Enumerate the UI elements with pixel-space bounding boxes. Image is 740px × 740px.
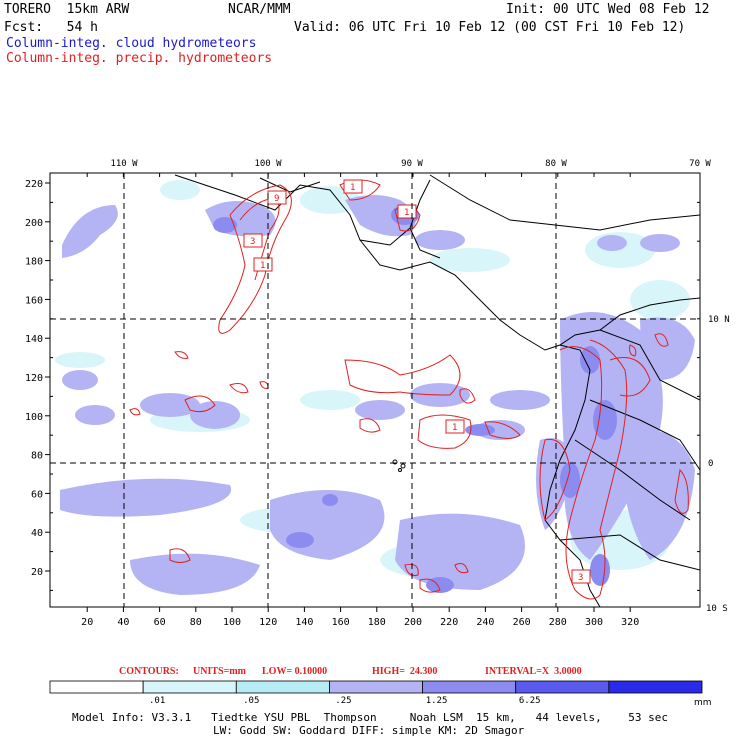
lon-label-90w: 90 W — [401, 159, 423, 169]
contours-interval: INTERVAL=X 3.0000 — [485, 666, 582, 677]
colorbar-segment — [329, 680, 423, 694]
lon-label-100w: 100 W — [254, 159, 282, 169]
colorbar-label: .01 — [149, 696, 165, 706]
lon-label-110w: 110 W — [110, 159, 138, 169]
y-tick-label: 40 — [31, 528, 43, 539]
x-tick-label: 20 — [81, 617, 93, 628]
y-tick-label: 220 — [25, 179, 43, 190]
init-time: Init: 00 UTC Wed 08 Feb 12 — [506, 2, 710, 17]
forecast-hour: Fcst: 54 h — [4, 20, 98, 35]
colorbar-unit: mm — [694, 698, 712, 708]
x-tick-label: 240 — [476, 617, 494, 628]
x-tick-label: 280 — [549, 617, 567, 628]
x-tick-label: 320 — [621, 617, 639, 628]
lon-label-80w: 80 W — [545, 159, 567, 169]
x-tick-label: 40 — [117, 617, 129, 628]
y-tick-label: 80 — [31, 451, 43, 462]
colorbar-segment — [515, 680, 610, 694]
colorbar-segment — [608, 680, 703, 694]
y-tick-label: 200 — [25, 218, 43, 229]
x-tick-label: 60 — [154, 617, 166, 628]
y-tick-label: 140 — [25, 334, 43, 345]
y-tick-label: 60 — [31, 489, 43, 500]
y-tick-label: 160 — [25, 295, 43, 306]
y-tick-label: 180 — [25, 257, 43, 268]
contours-low: LOW= 0.10000 — [262, 666, 328, 677]
contours-prefix: CONTOURS: — [119, 666, 179, 677]
model-info-line2: LW: Godd SW: Goddard DIFF: simple KM: 2D… — [213, 724, 525, 737]
cloud-field-label: Column-integ. cloud hydrometeors — [6, 36, 257, 51]
x-tick-labels: 20 40 60 80 100 120 140 160 180 200 220 240 260 280 30… — [81, 617, 639, 628]
contours-units: UNITS=mm — [193, 666, 246, 677]
precip-contours — [129, 179, 689, 600]
contour-label: 9 — [274, 194, 279, 204]
x-tick-label: 200 — [404, 617, 422, 628]
x-tick-label: 80 — [190, 617, 202, 628]
x-tick-label: 100 — [223, 617, 241, 628]
model-title: TORERO 15km ARW — [4, 2, 130, 17]
y-tick-label: 20 — [31, 567, 43, 578]
coastlines — [174, 174, 700, 607]
contour-labels: 1 9 1 3 1 3 1 — [243, 179, 591, 584]
cloud-shading — [55, 180, 695, 595]
lon-label-70w: 70 W — [689, 159, 711, 169]
contour-label: 1 — [350, 183, 355, 193]
y-tick-label: 100 — [25, 412, 43, 423]
x-tick-label: 300 — [585, 617, 603, 628]
axis-ticks — [45, 173, 700, 612]
x-tick-label: 120 — [259, 617, 277, 628]
lon-labels: 110 W 100 W 90 W 80 W 70 W — [110, 159, 711, 169]
lat-label-10s: 10 S — [706, 604, 728, 614]
x-tick-label: 220 — [440, 617, 458, 628]
center-label: NCAR/MMM — [228, 2, 291, 17]
contour-label: 3 — [250, 237, 255, 247]
x-tick-label: 140 — [295, 617, 313, 628]
colorbar-label: .05 — [243, 696, 259, 706]
lat-labels: 10 N 0 10 S — [706, 315, 730, 614]
contours-high: HIGH= 24.300 — [372, 666, 438, 677]
colorbar-label: .25 — [335, 696, 351, 706]
colorbar-segment — [49, 680, 144, 694]
colorbar-segment — [235, 680, 330, 694]
colorbar-labels: .01 .05 .25 1.25 6.25 — [149, 696, 541, 706]
contour-label: 1 — [260, 261, 265, 271]
colorbar-label: 6.25 — [519, 696, 541, 706]
contour-label: 1 — [452, 423, 457, 433]
lat-label-10n: 10 N — [708, 315, 730, 325]
colorbar-segment — [142, 680, 237, 694]
x-tick-label: 180 — [368, 617, 386, 628]
y-tick-label: 120 — [25, 373, 43, 384]
x-tick-label: 160 — [332, 617, 350, 628]
y-tick-labels: 20 40 60 80 100 120 140 160 180 200 220 — [25, 179, 43, 578]
lat-label-0: 0 — [708, 459, 713, 469]
valid-time: Valid: 06 UTC Fri 10 Feb 12 (00 CST Fri … — [294, 20, 686, 35]
colorbar-segment — [422, 680, 517, 694]
lat-lon-grid — [50, 173, 700, 607]
model-info-line1: Model Info: V3.3.1 Tiedtke YSU PBL Thomp… — [72, 711, 669, 724]
plot-frame — [49, 172, 701, 608]
precip-field-label: Column-integ. precip. hydrometeors — [6, 51, 273, 66]
colorbar — [49, 680, 703, 694]
colorbar-label: 1.25 — [426, 696, 448, 706]
contour-label: 1 — [404, 208, 409, 218]
contour-label: 3 — [578, 573, 583, 583]
x-tick-label: 260 — [513, 617, 531, 628]
